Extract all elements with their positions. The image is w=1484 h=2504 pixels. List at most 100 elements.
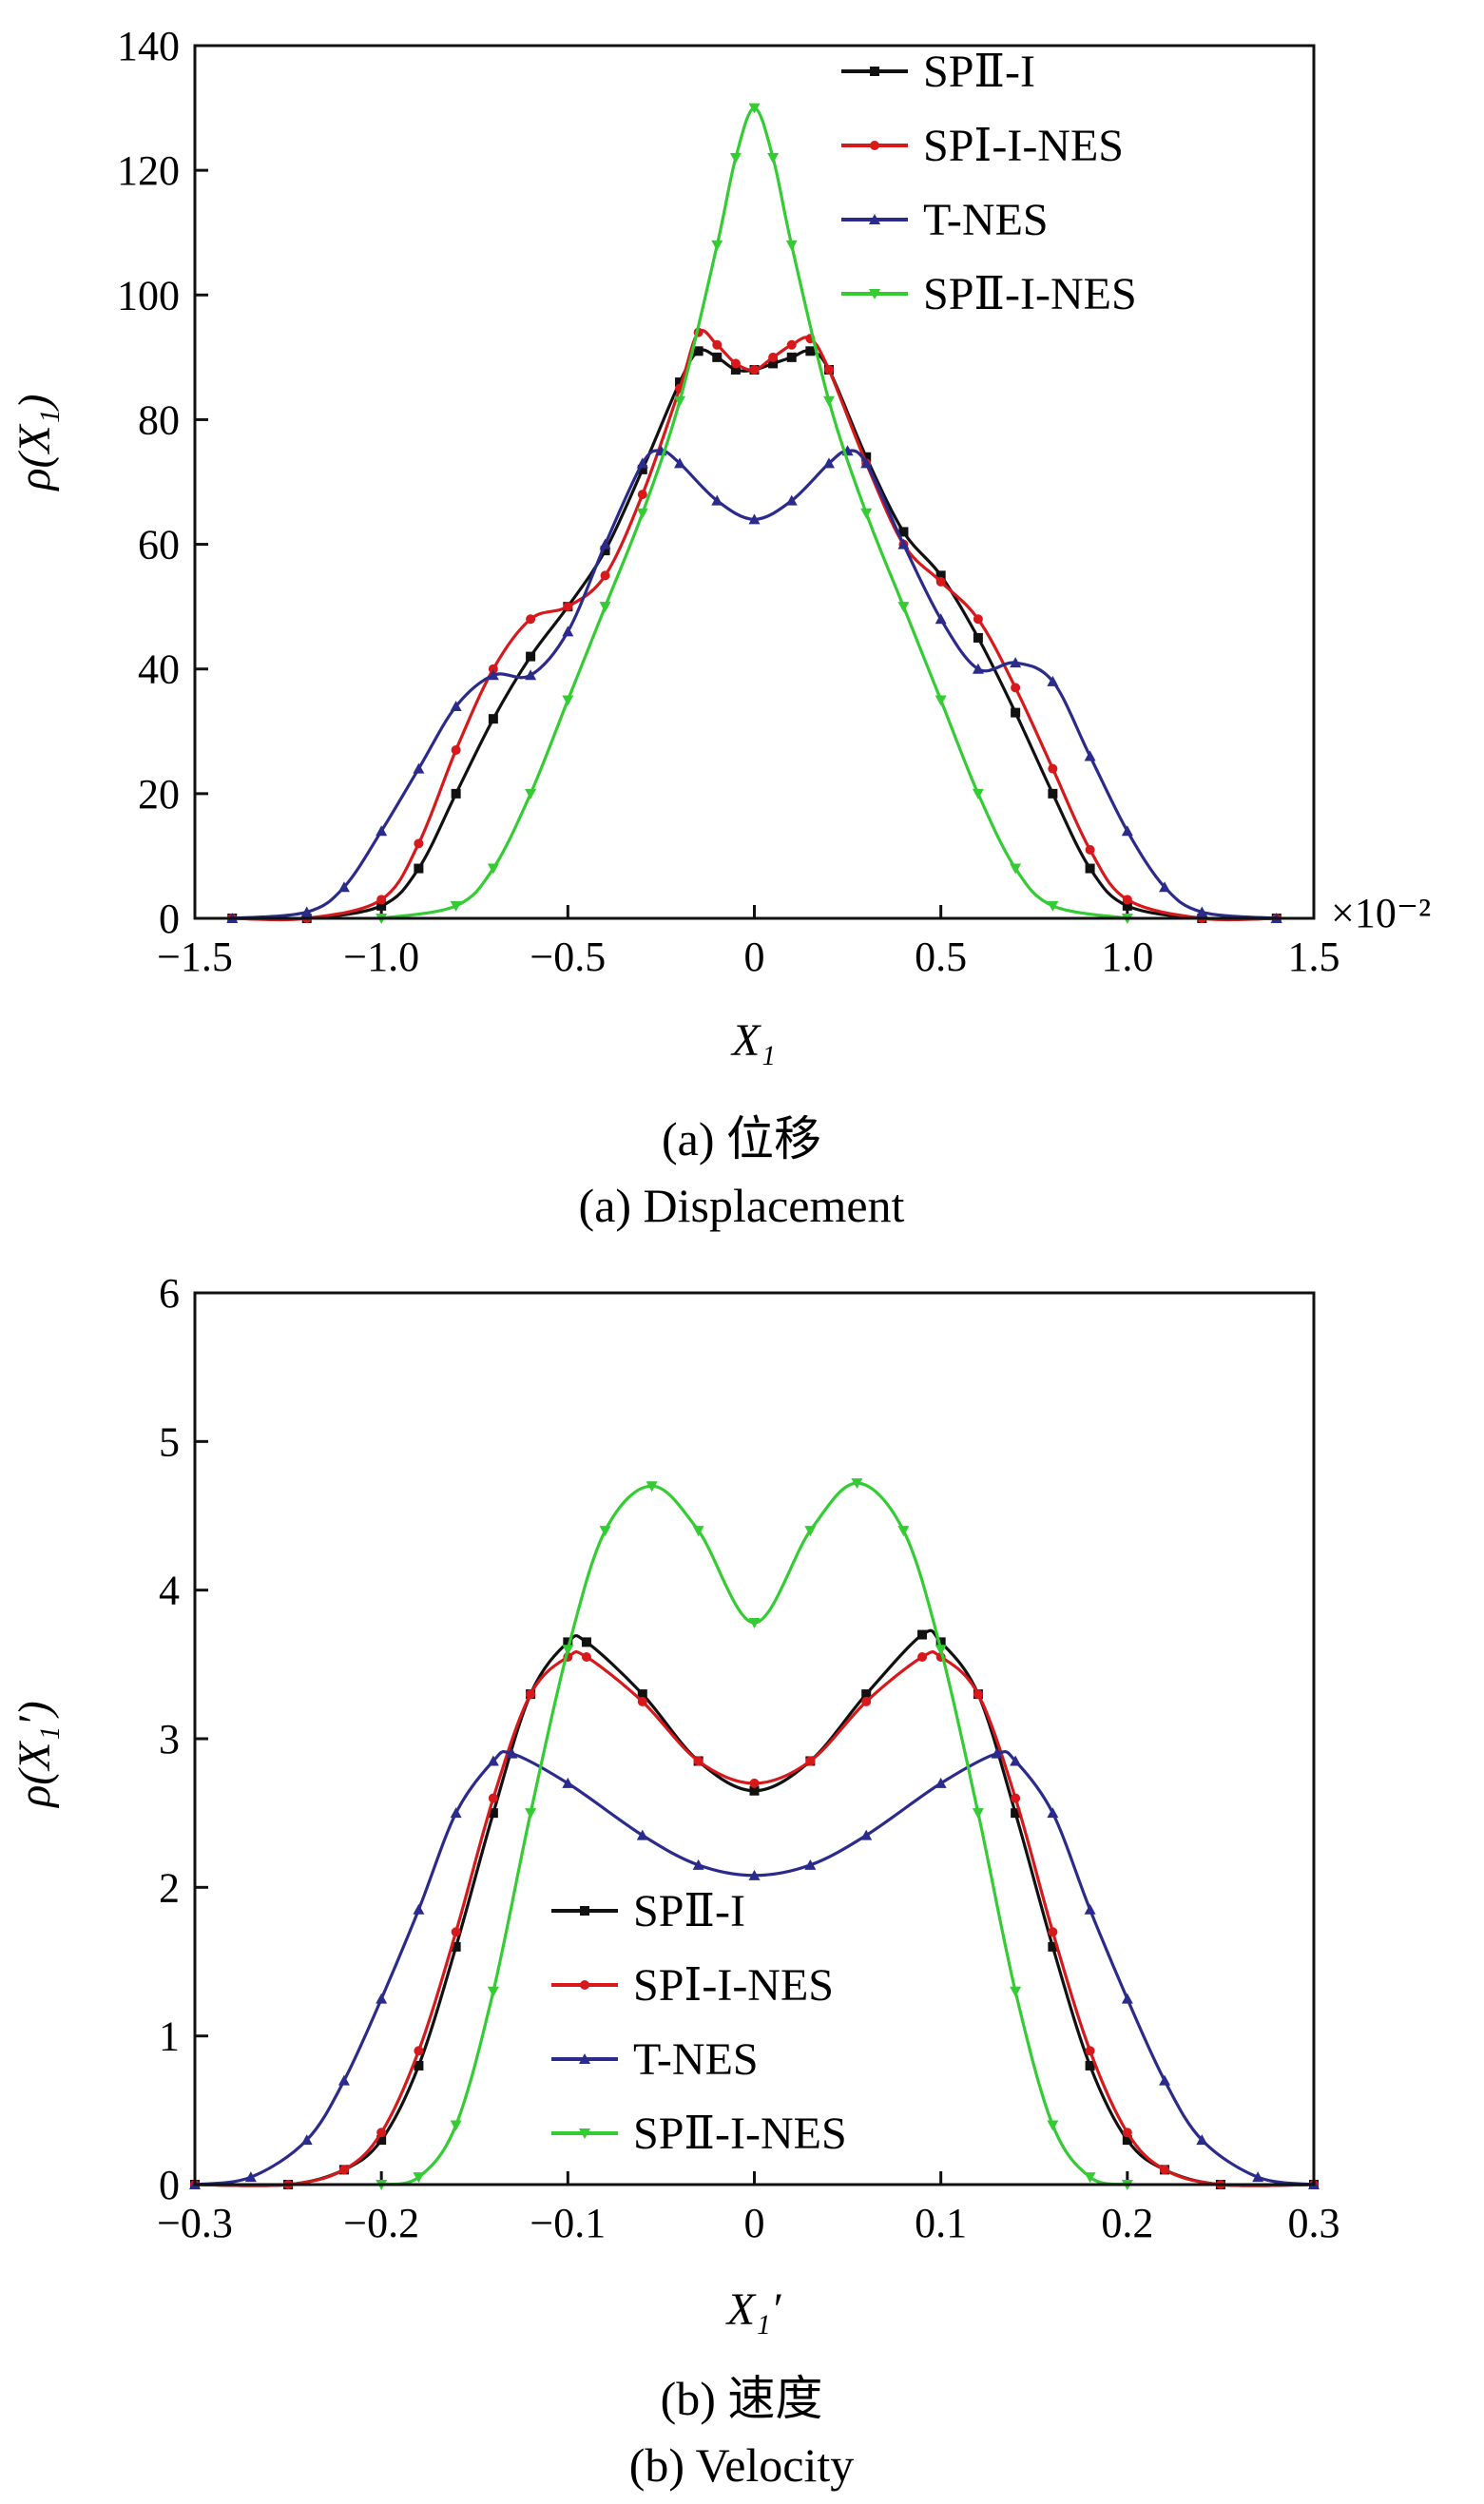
x-tick-label: −1.5 (157, 934, 233, 980)
data-point (711, 240, 723, 251)
data-point (1011, 1793, 1021, 1803)
data-point (376, 825, 388, 837)
data-point (805, 346, 816, 356)
chart-b-frame (193, 1291, 1316, 2186)
data-point (1121, 1993, 1133, 2004)
y-tick-label: 60 (138, 522, 180, 568)
x-tick-label: −0.3 (157, 2200, 233, 2246)
data-point (693, 346, 703, 356)
legend-label: SPⅡ-I (923, 47, 1035, 97)
data-point (972, 663, 984, 674)
data-point (861, 1689, 872, 1700)
data-point (897, 602, 910, 613)
data-point (451, 744, 461, 755)
data-point (748, 513, 761, 525)
data-point (1159, 2074, 1171, 2086)
data-point (1085, 844, 1095, 855)
data-point (973, 614, 983, 625)
x-tick-label: −0.1 (530, 2200, 606, 2246)
chart-a-legend: SPⅡ-I SPⅠ-I-NES T-NES SPⅡ-I-NES (841, 47, 1137, 319)
data-point (675, 377, 685, 388)
y-tick-label: 100 (117, 272, 180, 318)
data-point (730, 364, 741, 375)
data-point (600, 546, 610, 556)
chart-b-xticks: −0.3 −0.2 −0.1 0 0.1 0.2 0.3 (157, 2171, 1340, 2246)
legend-label: T-NES (633, 2034, 759, 2085)
x-tick-label: 1.5 (1288, 934, 1340, 980)
data-point (1048, 1941, 1058, 1952)
y-tick-label: 120 (117, 147, 180, 194)
data-point (692, 1526, 704, 1537)
data-point (860, 457, 873, 469)
data-point (935, 1645, 947, 1656)
data-point (767, 153, 780, 164)
y-tick-label: 140 (117, 23, 180, 69)
data-point (935, 570, 946, 581)
data-point (1048, 788, 1058, 799)
data-point (300, 906, 313, 917)
data-point (786, 339, 797, 350)
data-point (413, 762, 425, 774)
x-tick-label: −1.0 (343, 934, 419, 980)
data-point (562, 695, 574, 706)
chart-b-caption-en: (b) Velocity (629, 2438, 855, 2492)
data-point (636, 457, 648, 469)
y-tick-label: 5 (159, 1418, 180, 1465)
data-point (674, 395, 686, 407)
data-point (300, 2134, 313, 2146)
data-point (450, 1807, 462, 1819)
series-line-1 (194, 1650, 1315, 2187)
data-point (581, 1652, 591, 1663)
data-point (749, 364, 760, 375)
data-point (1047, 2120, 1059, 2131)
data-point (1047, 900, 1059, 912)
data-point (935, 1777, 947, 1788)
data-point (860, 508, 873, 519)
legend-marker (580, 1906, 589, 1916)
data-point (674, 457, 686, 469)
chart-b-xlabel: X₁′ (725, 2284, 782, 2335)
data-point (376, 2128, 387, 2138)
legend-label: SPⅡ-I (633, 1886, 745, 1936)
data-point (376, 895, 387, 905)
x-tick-label: 0 (744, 934, 765, 980)
data-point (1084, 750, 1096, 761)
data-point (488, 1793, 498, 1803)
data-point (805, 1756, 816, 1766)
data-point (600, 570, 610, 581)
y-tick-label: 2 (159, 1864, 180, 1911)
data-point (860, 1829, 873, 1840)
data-point (636, 508, 648, 519)
chart-a-x-multiplier: ×10⁻² (1331, 890, 1431, 936)
data-point (1010, 657, 1022, 668)
chart-a-xticks: −1.5 −1.0 −0.5 0 0.5 1.0 1.5 (157, 905, 1340, 980)
data-point (599, 602, 611, 613)
data-point (1121, 825, 1133, 837)
data-point (1122, 2135, 1132, 2146)
data-point (450, 701, 462, 712)
data-point (637, 1696, 647, 1706)
data-point (637, 1689, 647, 1700)
data-point (935, 695, 947, 706)
data-point (804, 1859, 817, 1870)
data-point (525, 788, 537, 799)
data-point (972, 788, 984, 799)
data-point (451, 1941, 461, 1952)
data-point (851, 1478, 863, 1490)
chart-b-legend: SPⅡ-I SPⅠ-I-NES T-NES SPⅡ-I-NES (551, 1886, 847, 2159)
legend-label: SPⅠ-I-NES (923, 121, 1124, 171)
data-point (1010, 1986, 1022, 1997)
data-point (1047, 675, 1059, 686)
data-point (488, 1808, 498, 1819)
y-tick-label: 80 (138, 396, 180, 443)
data-point (917, 1652, 928, 1663)
data-point (748, 1618, 761, 1629)
data-point (1010, 863, 1022, 875)
data-point (487, 1755, 499, 1766)
data-point (973, 1689, 983, 1700)
data-point (917, 1629, 928, 1640)
legend-marker (580, 1980, 589, 1990)
data-point (785, 240, 798, 251)
data-point (1252, 2171, 1264, 2183)
